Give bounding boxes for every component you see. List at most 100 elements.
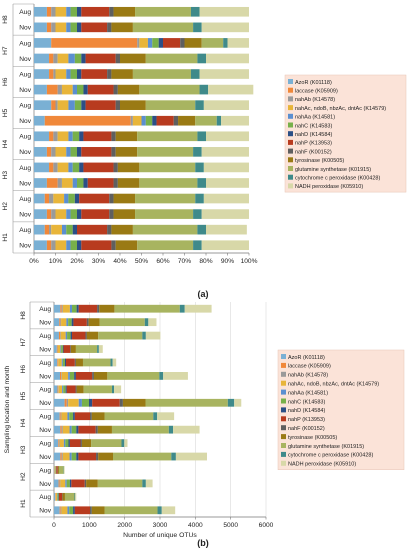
panel-b-bar-segment-nadh-peroxidase-k05910	[163, 372, 188, 380]
panel-b-bar-segment-nahf-k00152	[90, 412, 92, 421]
panel-b-bar-segment-nadh-peroxidase-k05910	[75, 492, 77, 501]
panel-b-group-label: H1	[20, 499, 27, 508]
panel-b-bar-segment-laccase-k05909	[56, 345, 58, 353]
panel-a-bar-segment-azor-k01118	[34, 224, 45, 235]
panel-a-bar-segment-nahd-k14584	[74, 193, 80, 204]
panel-a-bar-segment-cytochrome-c-peroxidase-k00428	[193, 209, 202, 219]
panel-a-bar-segment-azor-k01118	[34, 193, 45, 204]
panel-b-x-tick-label: 1000	[82, 522, 97, 529]
panel-a-bar-segment-nahd-k14584	[83, 84, 88, 95]
panel-b-bar-segment-nahd-k14584	[76, 425, 79, 434]
panel-a-group-label: H4	[2, 140, 9, 149]
panel-b-bar-segment-nahac-ndob-nbzac-dntac-k14579	[58, 358, 62, 367]
panel-a-month-label: Nov	[19, 180, 31, 187]
panel-b-bar-segment-nahf-k00152	[75, 385, 77, 394]
panel-a-bar-segment-nahab-k14578	[57, 178, 62, 188]
panel-a-bar-segment-nahac-ndob-nbzac-dntac-k14579	[57, 162, 69, 173]
panel-a-bar-segment-laccase-k05909	[51, 100, 56, 110]
panel-a-bar-segment-nahab-k14578	[51, 6, 56, 17]
panel-b-legend-label: nahD (K14584)	[288, 408, 325, 414]
panel-b-bar-segment-nahaa-k14581	[66, 318, 69, 327]
panel-b-group-label: H6	[20, 365, 27, 374]
panel-b-legend-swatch	[281, 398, 286, 404]
panel-a-month-label: Aug	[19, 196, 31, 203]
panel-b-bar-segment-nahac-ndob-nbzac-dntac-k14579	[62, 425, 70, 434]
panel-a-bar-segment-tyrosinase-k00505	[111, 22, 133, 33]
panel-a-bar-segment-nahf-k00152	[107, 224, 112, 235]
panel-a-bar-segment-nahd-k14584	[81, 53, 86, 64]
panel-a-legend-label: nahP (K13953)	[295, 141, 332, 147]
panel-b-bar-segment-nahp-k13953	[78, 452, 97, 461]
panel-a-bar-segment-nahc-k14583	[68, 193, 75, 204]
panel-b-legend-swatch	[281, 407, 286, 413]
panel-a-bar-segment-nadh-peroxidase-k05910	[201, 22, 249, 33]
panel-a-bar-segment-tyrosinase-k00505	[113, 6, 136, 17]
panel-a-bar-segment-nahc-k14583	[145, 115, 153, 126]
panel-b-bar-segment-nahab-k14578	[59, 479, 61, 488]
panel-a-bar-segment-nahab-k14578	[49, 224, 52, 235]
panel-b-bar-segment-laccase-k05909	[60, 372, 62, 380]
panel-b-bar-segment-nadh-peroxidase-k05910	[175, 452, 207, 461]
panel-a-bar-segment-laccase-k05909	[46, 22, 52, 33]
panel-a-bar-segment-nahc-k14583	[70, 240, 77, 251]
panel-b-bar-segment-glutamine-synthetase-k01915	[75, 345, 98, 353]
panel-a-month-label: Nov	[19, 211, 31, 218]
panel-b-bar-segment-nahac-ndob-nbzac-dntac-k14579	[54, 466, 56, 474]
panel-b-x-tick-label: 0	[52, 522, 56, 529]
panel-b-x-tick-label: 2000	[117, 522, 132, 529]
panel-a-bar-segment-nahf-k00152	[173, 115, 179, 126]
panel-a-bar-segment-nahc-k14583	[72, 131, 80, 142]
panel-b-bar-segment-cytochrome-c-peroxidase-k00428	[142, 331, 146, 340]
panel-b-bar-segment-nahab-k14578	[60, 506, 62, 515]
panel-a-legend-label: nahAb (K14578)	[295, 97, 335, 103]
panel-a-bar-segment-laccase-k05909	[51, 38, 138, 48]
panel-b-bar-segment-nahc-k14583	[81, 398, 89, 407]
panel-a-bar-segment-laccase-k05909	[44, 193, 50, 204]
panel-b-month-label: Nov	[39, 346, 51, 353]
panel-b-bar-segment-nahc-k14583	[68, 318, 72, 327]
panel-a-bar-segment-nahp-k13953	[83, 131, 112, 142]
panel-b-month-label: Nov	[39, 427, 51, 434]
panel-b-x-tick-label: 3000	[153, 522, 168, 529]
panel-a-chart: Aug Nov Aug Nov Aug Nov Aug Nov Aug Nov Aug Nov Aug N…	[2, 3, 258, 265]
panel-b-bar-segment-nadh-peroxidase-k05910	[114, 385, 122, 394]
panel-b-bar-segment-nahab-k14578	[61, 304, 63, 313]
panel-a-bar-segment-nahab-k14578	[49, 193, 54, 204]
panel-a-bar-segment-nahp-k13953	[85, 100, 116, 110]
panel-a-legend-label: nahD (K14584)	[295, 132, 332, 138]
panel-a-bar-segment-nadh-peroxidase-k05910	[227, 38, 249, 48]
panel-b-bar-segment-nahab-k14578	[60, 331, 61, 340]
panel-b-bar-segment-nahaa-k14581	[67, 506, 70, 515]
panel-a-bar-segment-laccase-k05909	[46, 209, 52, 219]
panel-a-bar-segment-nadh-peroxidase-k05910	[199, 69, 249, 79]
panel-b-bar-segment-tyrosinase-k00505	[91, 506, 105, 515]
panel-b-bar-segment-nahaa-k14581	[62, 385, 64, 394]
panel-b-bar-segment-nahab-k14578	[58, 439, 60, 447]
panel-b-group-label: H5	[20, 392, 27, 401]
panel-b-group-label: H8	[20, 311, 27, 320]
panel-a-bar-segment-nahaa-k14581	[147, 38, 153, 48]
panel-b-month-label: Aug	[39, 467, 51, 474]
panel-b-bar-segment-nahab-k14578	[60, 318, 62, 327]
panel-b-bar-segment-laccase-k05909	[57, 358, 58, 367]
panel-a-legend-swatch	[288, 96, 293, 102]
panel-b-bar-segment-nahac-ndob-nbzac-dntac-k14579	[61, 318, 67, 327]
panel-a-bar-segment-azor-k01118	[34, 6, 47, 17]
panel-a-bar-segment-nahp-k13953	[81, 240, 112, 251]
panel-a-bar-segment-cytochrome-c-peroxidase-k00428	[197, 224, 206, 235]
panel-a-bar-segment-nahaa-k14581	[66, 69, 71, 79]
panel-b-bar-segment-tyrosinase-k00505	[122, 398, 146, 407]
panel-a-bar-segment-glutamine-synthetase-k01915	[137, 131, 198, 142]
panel-a-legend-swatch	[288, 183, 293, 189]
panel-b-month-label: Aug	[39, 387, 51, 394]
panel-b-bar-segment-nahc-k14583	[57, 492, 59, 501]
panel-b-bar-segment-nahac-ndob-nbzac-dntac-k14579	[61, 412, 68, 421]
panel-b-bar-segment-nahf-k00152	[92, 372, 94, 380]
panel-b-bar-segment-laccase-k05909	[58, 479, 60, 488]
panel-a-bar-segment-glutamine-synthetase-k01915	[132, 22, 194, 33]
panel-b-bar-segment-nahd-k14584	[73, 412, 75, 421]
panel-b-bar-segment-nahac-ndob-nbzac-dntac-k14579	[61, 372, 69, 380]
panel-a-bar-segment-glutamine-synthetase-k01915	[135, 209, 194, 219]
panel-a-bar-segment-nahc-k14583	[66, 224, 73, 235]
panel-b-bar-segment-nahd-k14584	[65, 385, 67, 394]
